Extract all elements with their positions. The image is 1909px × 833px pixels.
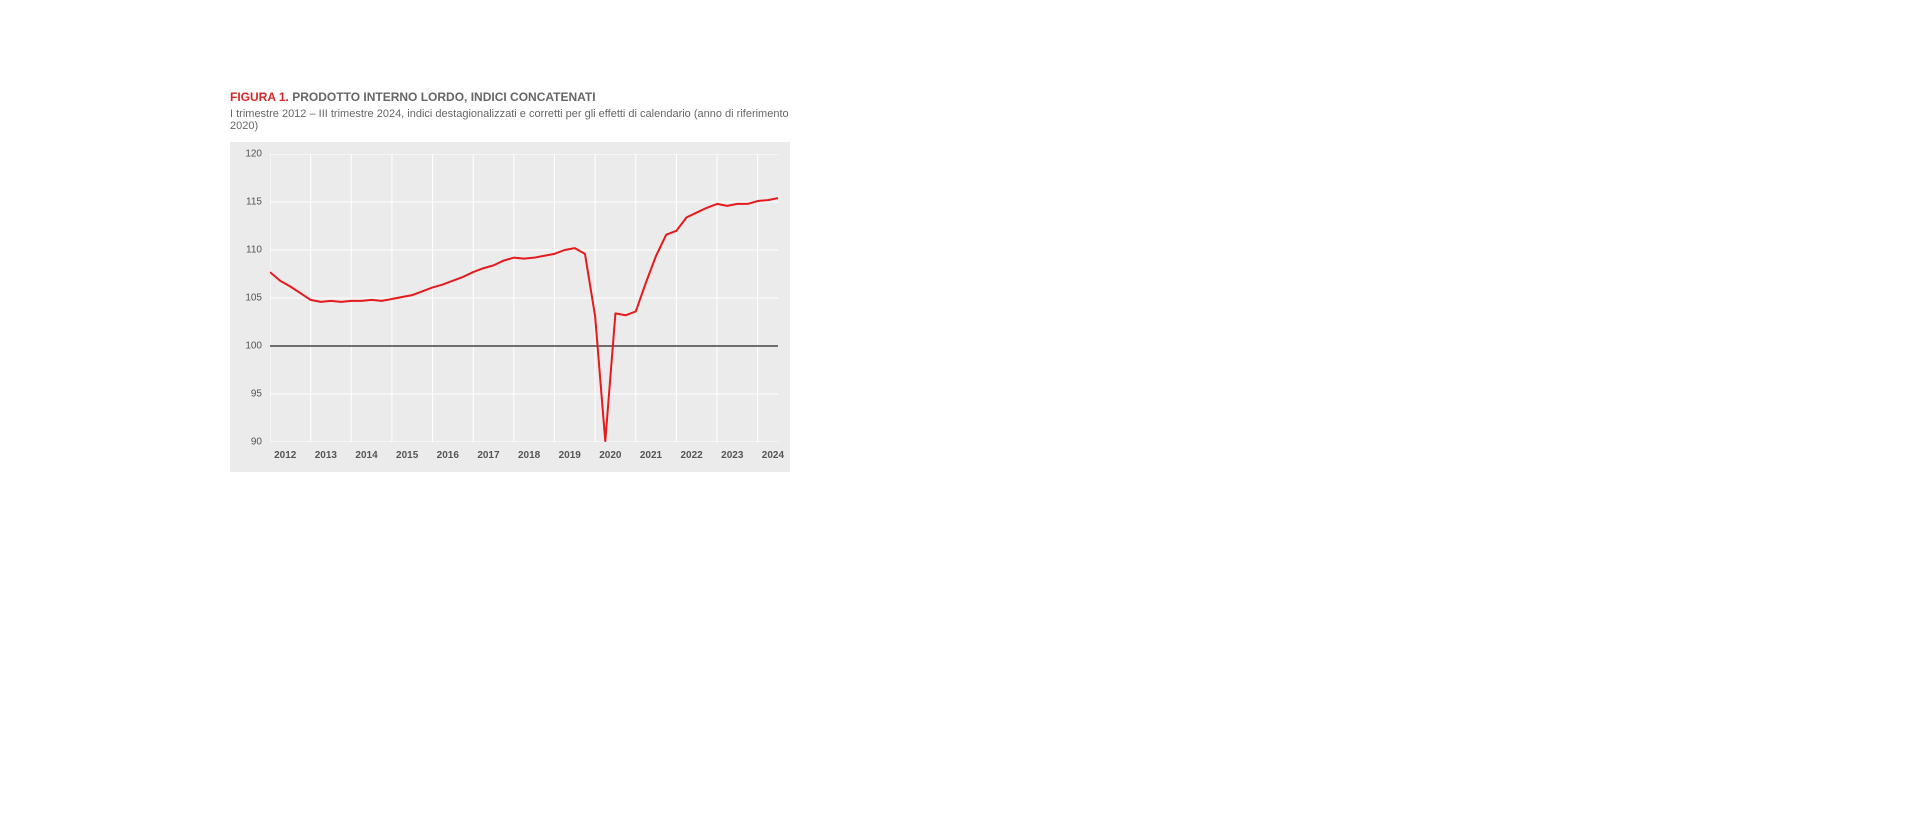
- y-tick-label: 115: [246, 196, 262, 207]
- gdp-line: [270, 198, 778, 441]
- figure-title: PRODOTTO INTERNO LORDO, INDICI CONCATENA…: [292, 90, 595, 104]
- y-tick-label: 105: [245, 292, 262, 303]
- figure-block: FIGURA 1. PRODOTTO INTERNO LORDO, INDICI…: [230, 90, 790, 472]
- page: FIGURA 1. PRODOTTO INTERNO LORDO, INDICI…: [0, 0, 1909, 833]
- x-tick-label: 2019: [559, 450, 581, 461]
- x-tick-label: 2012: [274, 450, 296, 461]
- x-tick-label: 2015: [396, 450, 418, 461]
- x-tick-label: 2014: [355, 450, 377, 461]
- x-tick-label: 2020: [599, 450, 621, 461]
- x-tick-label: 2013: [315, 450, 337, 461]
- y-tick-label: 120: [245, 148, 262, 159]
- x-tick-label: 2017: [477, 450, 499, 461]
- y-tick-label: 110: [246, 244, 262, 255]
- y-tick-label: 95: [251, 388, 262, 399]
- y-tick-label: 90: [251, 436, 262, 447]
- x-tick-label: 2021: [640, 450, 662, 461]
- plot-area: [270, 154, 778, 442]
- x-tick-label: 2023: [721, 450, 743, 461]
- x-tick-label: 2022: [681, 450, 703, 461]
- x-tick-label: 2016: [437, 450, 459, 461]
- x-tick-label: 2018: [518, 450, 540, 461]
- plot-svg: [270, 154, 778, 442]
- x-tick-label: 2024: [762, 450, 784, 461]
- y-tick-label: 100: [245, 340, 262, 351]
- figure-title-line: FIGURA 1. PRODOTTO INTERNO LORDO, INDICI…: [230, 90, 790, 106]
- figure-subtitle: I trimestre 2012 – III trimestre 2024, i…: [230, 108, 790, 132]
- chart-frame: 90 95 100 105 110 115 120 2012 2013 2014 2015 2016…: [230, 142, 790, 472]
- y-axis-label-container: 9095100105110115120: [230, 154, 266, 442]
- x-axis-label-container: 2012 2013 2014 2015 2016 2017 2018 2019 2020 2021…: [270, 444, 778, 472]
- figure-number: FIGURA 1.: [230, 90, 289, 104]
